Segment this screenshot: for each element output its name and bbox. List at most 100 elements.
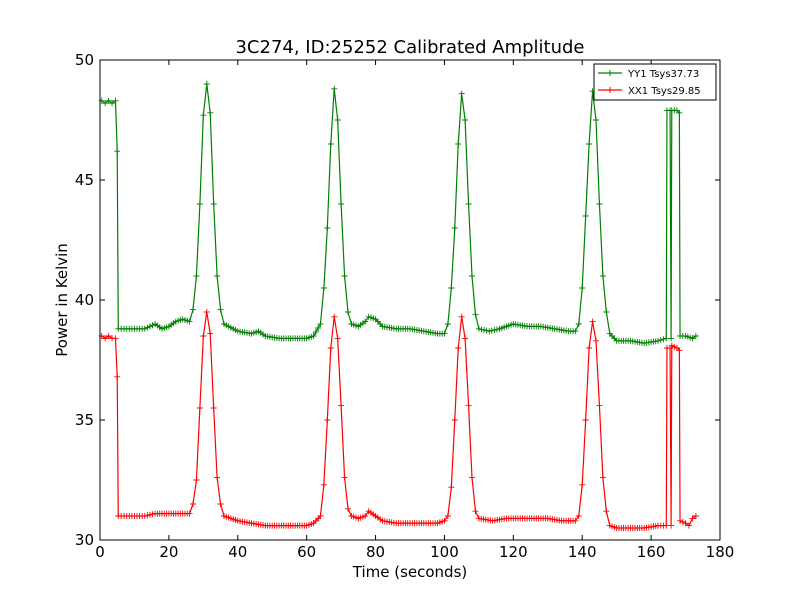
data-point-marker (603, 508, 610, 515)
data-point-marker (455, 141, 462, 147)
data-point-marker (451, 417, 458, 423)
data-point-marker (200, 333, 207, 339)
data-point-marker (196, 201, 203, 207)
data-point-marker (341, 474, 348, 481)
data-point-marker (671, 343, 678, 350)
data-point-marker (345, 505, 351, 512)
data-point-marker (317, 513, 324, 519)
data-point-marker (207, 330, 214, 337)
data-point-marker (338, 402, 345, 409)
data-point-marker (657, 337, 664, 343)
data-point-marker (207, 109, 214, 116)
data-point-marker (655, 337, 661, 344)
data-point-marker (144, 324, 151, 331)
data-point-marker (448, 285, 455, 291)
data-point-marker (327, 345, 334, 351)
data-point-marker (458, 313, 465, 320)
x-tick-label: 140 (568, 543, 597, 561)
data-point-marker (599, 474, 606, 481)
data-point-marker (478, 326, 485, 333)
data-point-marker (472, 508, 479, 515)
data-point-marker (586, 141, 593, 147)
legend-box (593, 63, 717, 101)
axes-layer: 0 20 40 60 80 100 120 140 160 180 30 35 40 45 50 (75, 51, 734, 561)
data-point-marker (462, 117, 469, 123)
data-point-marker (603, 309, 610, 315)
data-point-marker (668, 342, 675, 349)
data-point-marker (451, 225, 458, 231)
data-point-marker (582, 417, 589, 423)
data-point-marker (596, 201, 603, 207)
data-point-marker (692, 333, 699, 339)
data-point-marker (310, 333, 317, 339)
data-point-marker (144, 512, 151, 519)
legend-swatch-marker (607, 70, 613, 76)
data-point-marker (112, 335, 119, 342)
data-point-marker (575, 321, 582, 327)
data-point-marker (320, 481, 327, 488)
y-tick-label: 35 (75, 411, 94, 429)
data-point-marker (689, 515, 696, 522)
data-point-marker (582, 213, 589, 219)
data-point-marker (114, 373, 121, 380)
data-point-marker (217, 306, 224, 313)
data-point-marker (676, 109, 683, 116)
x-tick-label: 40 (228, 543, 247, 561)
data-point-marker (141, 325, 148, 332)
data-point-marker (593, 337, 599, 344)
data-point-marker (149, 511, 156, 518)
data-point-marker (682, 520, 689, 527)
data-point-marker (481, 327, 488, 333)
data-point-marker (214, 273, 221, 279)
x-tick-label: 100 (430, 543, 459, 561)
data-point-marker (146, 323, 153, 330)
data-point-marker (196, 405, 203, 411)
data-point-marker (203, 81, 210, 87)
x-tick-label: 0 (95, 543, 105, 561)
legend: YY1 Tsys37.73 XX1 Tsys29.85 (593, 63, 717, 101)
data-point-marker (465, 201, 472, 207)
data-point-marker (345, 309, 351, 315)
data-point-marker (572, 517, 579, 524)
data-point-marker (334, 117, 341, 123)
data-point-marker (491, 327, 498, 333)
data-point-marker (320, 285, 327, 291)
data-point-marker (338, 201, 345, 207)
data-point-marker (327, 141, 334, 147)
data-point-marker (668, 522, 675, 529)
data-point-marker (679, 519, 686, 525)
data-point-marker (593, 117, 599, 123)
data-point-marker (190, 501, 196, 507)
data-point-marker (486, 328, 493, 335)
data-point-marker (214, 474, 221, 481)
data-point-marker (193, 273, 200, 279)
y-tick-label: 50 (75, 51, 94, 69)
data-point-marker (141, 513, 148, 519)
data-point-marker (444, 513, 451, 519)
x-tick-label: 180 (706, 543, 735, 561)
data-point-marker (455, 345, 462, 351)
data-point-marker (668, 335, 675, 342)
data-point-marker (488, 327, 495, 334)
legend-label: XX1 Tsys29.85 (628, 86, 701, 97)
data-point-marker (186, 318, 193, 325)
data-point-marker (493, 326, 500, 333)
data-point-marker (444, 321, 451, 327)
data-point-marker (186, 510, 193, 517)
data-point-marker (217, 501, 224, 507)
data-point-marker (462, 335, 469, 342)
data-point-marker (458, 90, 465, 97)
plot-frame (99, 59, 721, 541)
data-point-marker (210, 405, 217, 411)
data-point-marker (112, 97, 119, 104)
data-point-marker (362, 318, 369, 325)
series-1 (98, 81, 699, 347)
chart-title: 3C274, ID:25252 Calibrated Amplitude (235, 37, 584, 58)
data-point-marker (324, 417, 331, 423)
data-point-marker (689, 335, 696, 342)
data-point-marker (483, 327, 490, 334)
data-point-marker (324, 225, 331, 231)
data-point-marker (448, 484, 455, 491)
data-point-marker (677, 517, 684, 524)
